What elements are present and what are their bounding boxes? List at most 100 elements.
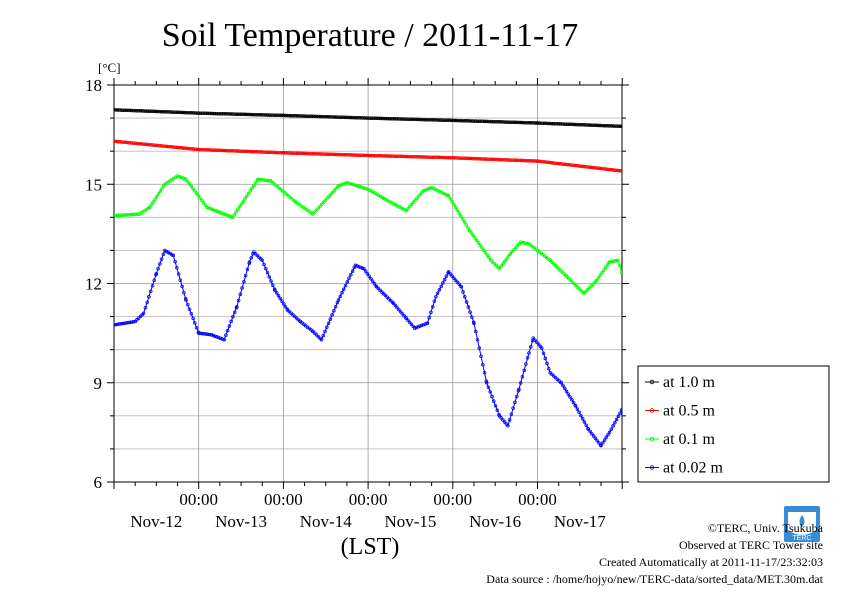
data-point [236, 298, 241, 303]
x-day-label: Nov-12 [130, 512, 182, 531]
logo-drop-icon [799, 515, 805, 527]
data-point [196, 147, 201, 152]
data-point [271, 283, 275, 287]
data-point [385, 116, 390, 121]
data-point [413, 117, 418, 122]
data-point [131, 212, 136, 217]
data-point [158, 262, 162, 266]
data-point [429, 155, 434, 159]
data-point [388, 200, 393, 204]
data-point [189, 312, 194, 316]
data-point [410, 154, 414, 159]
series-line [114, 175, 622, 295]
data-point [244, 112, 249, 117]
data-point [548, 258, 552, 263]
data-point [216, 335, 221, 340]
data-point [588, 123, 593, 127]
data-point [432, 299, 437, 303]
legend-swatch-marker [649, 465, 655, 470]
data-point [443, 118, 448, 122]
data-point [304, 114, 309, 118]
data-point [453, 278, 458, 282]
data-point [595, 166, 600, 170]
data-point [604, 123, 609, 128]
data-point [320, 202, 324, 207]
data-point [375, 192, 379, 197]
series-at-0-1-m [114, 174, 622, 296]
data-point [154, 143, 159, 148]
data-point [489, 258, 493, 263]
data-point [200, 111, 204, 115]
data-point [461, 118, 466, 123]
data-point [272, 113, 277, 117]
data-point [189, 111, 194, 115]
data-point [279, 113, 284, 118]
data-point [156, 267, 160, 271]
data-point [395, 305, 399, 310]
data-point [151, 143, 155, 147]
data-point [524, 362, 528, 366]
data-point [413, 155, 418, 159]
data-point [459, 156, 464, 160]
data-point [530, 121, 534, 125]
data-point [404, 208, 408, 213]
data-point [559, 380, 563, 385]
data-point [588, 165, 593, 170]
data-point [512, 247, 516, 252]
data-point [332, 115, 337, 119]
data-point [230, 215, 235, 220]
data-point [343, 153, 347, 157]
data-point [226, 112, 231, 116]
data-point [240, 286, 244, 290]
data-point [478, 243, 483, 248]
data-point [324, 115, 328, 119]
data-point [593, 436, 598, 441]
data-point [417, 155, 422, 159]
data-point [154, 109, 159, 114]
data-point [196, 331, 201, 335]
data-point [142, 109, 146, 113]
data-point [237, 149, 242, 153]
data-point [412, 154, 416, 159]
data-point [241, 199, 245, 204]
data-point [235, 304, 239, 309]
data-point [174, 110, 178, 114]
data-point [382, 154, 386, 158]
data-point [616, 124, 621, 128]
data-point [401, 117, 406, 121]
data-point [219, 148, 224, 153]
data-point [225, 112, 229, 116]
data-point [122, 140, 127, 145]
data-point [301, 151, 305, 156]
data-point [458, 156, 462, 160]
data-point [470, 156, 474, 161]
data-point [314, 208, 319, 212]
data-point [451, 156, 455, 160]
data-point [469, 231, 474, 235]
data-point [156, 192, 161, 196]
data-point [153, 197, 157, 202]
chart-title: Soil Temperature / 2011-11-17 [162, 17, 579, 54]
data-point [466, 305, 471, 309]
data-point [535, 121, 540, 125]
data-point [129, 320, 134, 324]
data-point [500, 120, 504, 124]
data-point [468, 310, 472, 314]
data-point [136, 141, 141, 146]
data-point [330, 190, 335, 195]
data-point [223, 212, 227, 217]
data-point [173, 259, 177, 264]
data-point [220, 337, 224, 341]
data-point [435, 155, 439, 160]
data-point [567, 163, 572, 167]
data-point [626, 370, 629, 373]
data-point [266, 178, 271, 183]
data-point [602, 438, 607, 442]
data-point [491, 399, 496, 403]
data-point [362, 116, 367, 120]
data-point [230, 149, 234, 153]
data-point [313, 210, 317, 214]
data-point [418, 324, 422, 328]
data-point [260, 113, 264, 117]
data-point [121, 140, 125, 144]
